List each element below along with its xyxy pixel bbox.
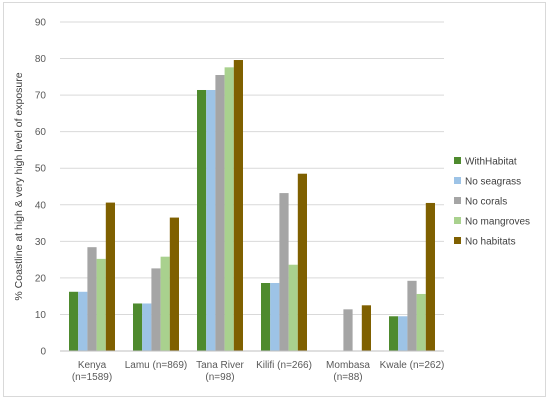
bars bbox=[69, 60, 435, 352]
y-tick-label: 10 bbox=[35, 310, 47, 321]
y-tick-label: 70 bbox=[35, 91, 47, 102]
y-tick-label: 90 bbox=[35, 18, 47, 29]
bar-no-habitats bbox=[361, 305, 371, 351]
bar-withhabitat bbox=[69, 291, 79, 351]
legend-label: WithHabitat bbox=[465, 157, 517, 168]
legend-swatch bbox=[454, 217, 461, 224]
legend-label: No habitats bbox=[465, 237, 516, 248]
x-tick-label: Tana River bbox=[196, 360, 244, 371]
x-tick-label: Mombasa bbox=[326, 360, 370, 371]
bar-no-mangroves bbox=[96, 258, 106, 351]
bar-no-corals bbox=[343, 309, 353, 351]
bar-no-corals bbox=[151, 268, 161, 351]
bar-no-habitats bbox=[425, 202, 435, 351]
x-tick-label: (n=1589) bbox=[72, 372, 112, 383]
bar-no-corals bbox=[87, 247, 97, 351]
x-tick-label: (n=98) bbox=[205, 372, 234, 383]
y-tick-label: 0 bbox=[40, 347, 46, 358]
x-tick-label: (n=88) bbox=[333, 372, 362, 383]
bar-no-seagrass bbox=[398, 316, 408, 351]
bar-no-habitats bbox=[169, 217, 179, 351]
y-tick-label: 60 bbox=[35, 127, 47, 138]
x-tick-label: Lamu (n=869) bbox=[125, 360, 188, 371]
legend: WithHabitat No seagrass No corals No mangro… bbox=[454, 157, 530, 248]
bar-no-habitats bbox=[233, 60, 243, 352]
bar-no-corals bbox=[215, 75, 225, 351]
bar-withhabitat bbox=[261, 283, 271, 351]
bar-withhabitat bbox=[133, 303, 143, 351]
legend-swatch bbox=[454, 237, 461, 244]
y-tick-label: 20 bbox=[35, 273, 47, 284]
legend-swatch bbox=[454, 197, 461, 204]
bar-no-mangroves bbox=[288, 264, 298, 351]
bar-no-mangroves bbox=[224, 67, 234, 351]
bar-withhabitat bbox=[389, 316, 399, 351]
legend-label: No mangroves bbox=[465, 217, 530, 228]
bar-withhabitat bbox=[197, 89, 207, 351]
bar-no-seagrass bbox=[78, 291, 88, 351]
bar-no-seagrass bbox=[142, 303, 152, 351]
x-tick-label: Kwale (n=262) bbox=[380, 360, 445, 371]
bar-no-mangroves bbox=[416, 293, 426, 351]
bar-no-habitats bbox=[105, 202, 115, 351]
y-tick-label: 30 bbox=[35, 237, 47, 248]
x-tick-label: Kenya bbox=[78, 360, 107, 371]
bar-no-seagrass bbox=[270, 283, 280, 351]
bar-no-corals bbox=[407, 280, 417, 351]
y-tick-label: 50 bbox=[35, 164, 47, 175]
bar-no-seagrass bbox=[206, 89, 216, 351]
bar-no-corals bbox=[279, 193, 289, 351]
y-tick-label: 80 bbox=[35, 54, 47, 65]
bar-no-mangroves bbox=[160, 256, 170, 351]
y-tick-label: 40 bbox=[35, 200, 47, 211]
x-tick-label: Kilifi (n=266) bbox=[256, 360, 312, 371]
gridlines bbox=[60, 21, 444, 315]
y-axis-tick-labels: 0 10 20 30 40 50 60 70 80 90 bbox=[35, 18, 47, 358]
y-axis-label: % Coastline at high & very high level of… bbox=[13, 72, 25, 300]
legend-swatch bbox=[454, 177, 461, 184]
legend-swatch bbox=[454, 157, 461, 164]
x-axis-tick-labels: Kenya(n=1589) Lamu (n=869) Tana River(n=98… bbox=[72, 360, 445, 383]
legend-label: No seagrass bbox=[465, 177, 521, 188]
legend-label: No corals bbox=[465, 197, 507, 208]
bar-no-habitats bbox=[297, 173, 307, 351]
